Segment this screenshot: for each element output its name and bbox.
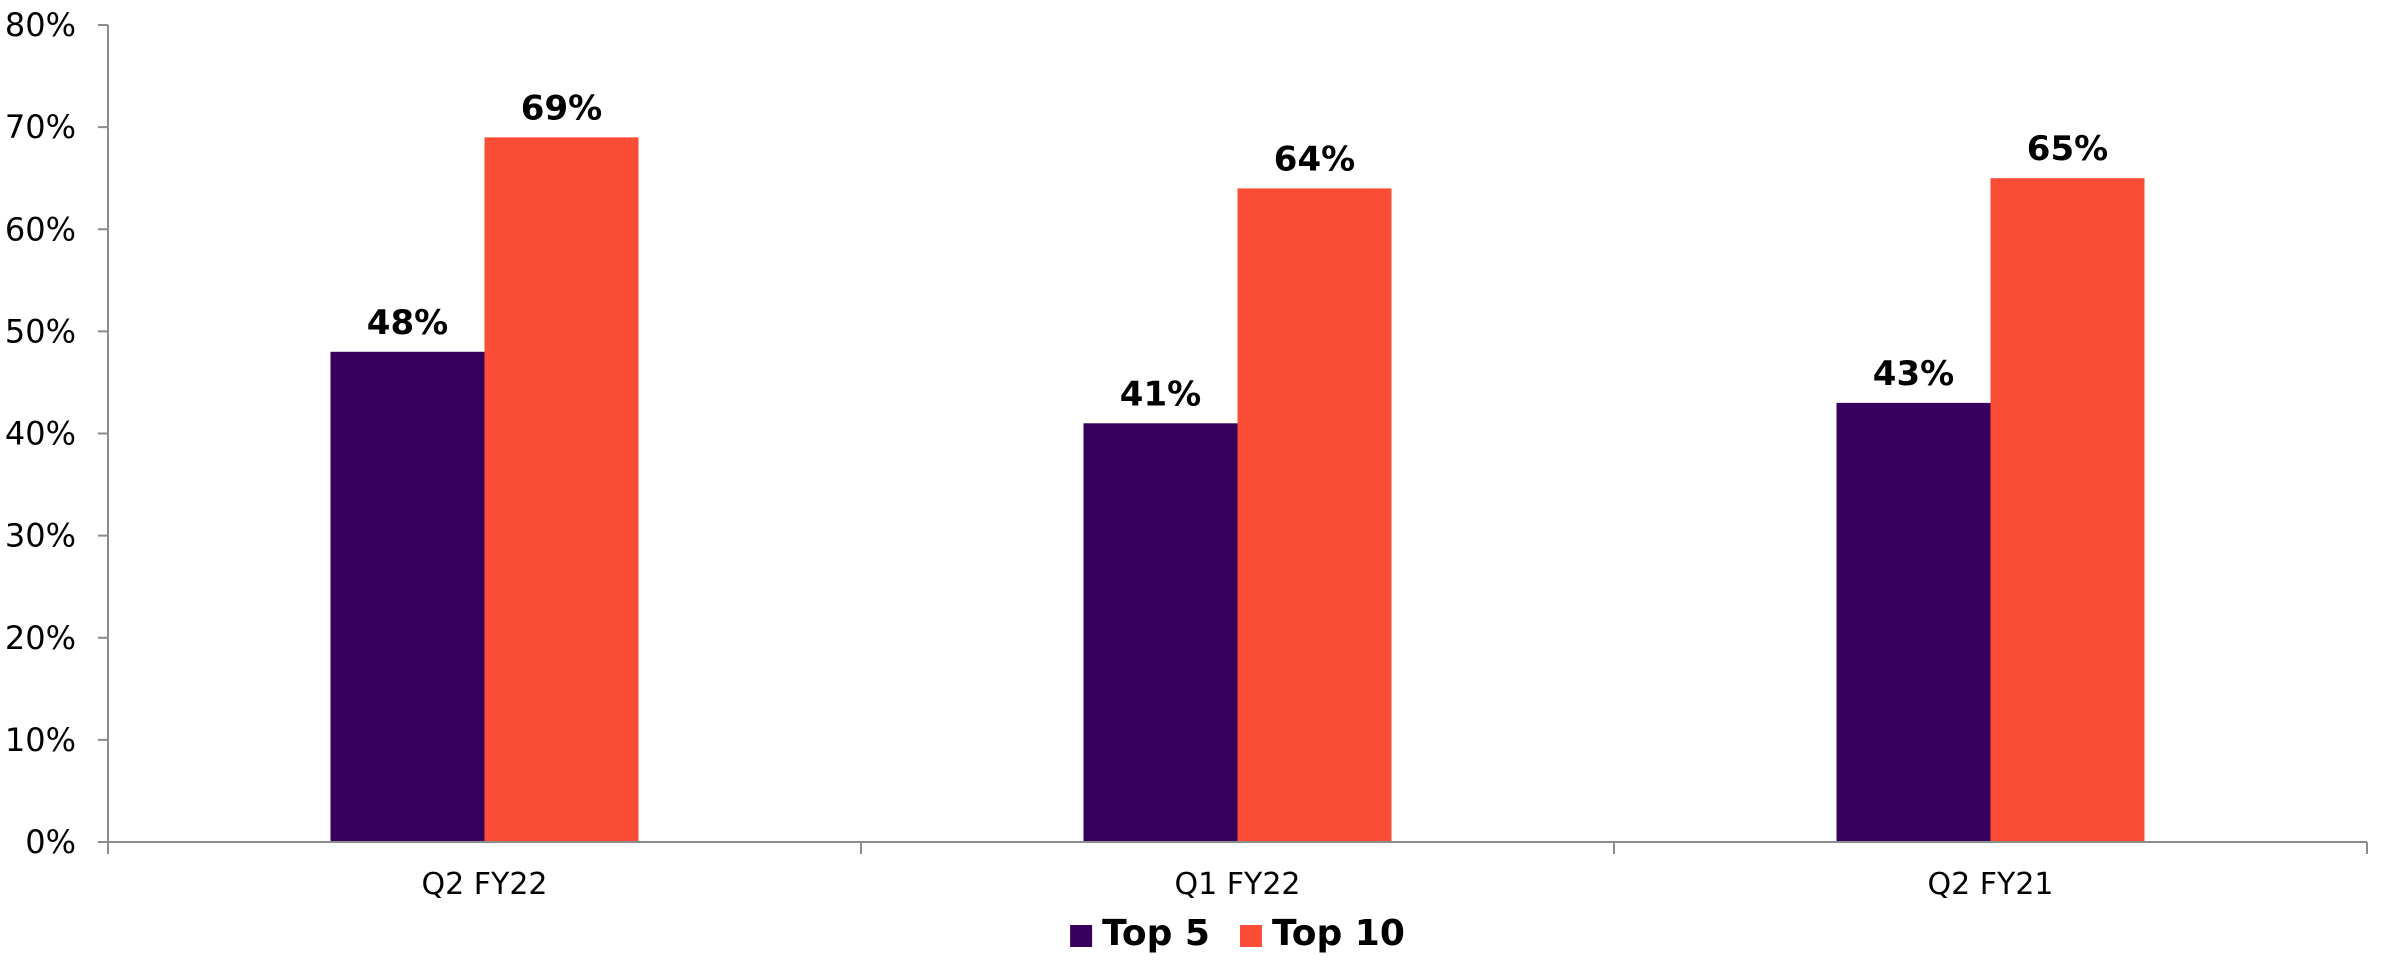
bar: [484, 137, 639, 842]
y-tick-label: 60%: [5, 210, 76, 248]
legend-swatch: [1070, 925, 1093, 947]
x-axis-ticks: Q2 FY22 Q1 FY22 Q2 FY21: [107, 842, 2368, 902]
y-tick-label: 70%: [5, 108, 76, 146]
y-tick-label: 80%: [5, 6, 76, 44]
bar: [1237, 188, 1392, 842]
x-category-label: Q1 FY22: [1175, 867, 1301, 902]
bar: [330, 351, 485, 842]
bar: [1083, 423, 1238, 842]
legend-swatch: [1239, 925, 1262, 947]
y-tick-label: 10%: [5, 721, 76, 759]
bar: [1836, 402, 1991, 842]
y-tick-label: 0%: [25, 823, 76, 861]
y-tick-label: 30%: [5, 517, 76, 555]
y-tick-label: 20%: [5, 619, 76, 657]
x-category-label: Q2 FY21: [1928, 867, 2054, 902]
y-tick-label: 50%: [5, 312, 76, 350]
bars: [330, 137, 2145, 842]
y-axis-ticks: 0% 10% 20% 30% 40% 50% 60% 70% 80%: [5, 6, 108, 861]
y-tick-label: 40%: [5, 415, 76, 453]
bar-data-label: 48%: [367, 303, 448, 343]
legend-label: Top 5: [1102, 913, 1210, 954]
bar-data-label: 64%: [1274, 139, 1355, 179]
data-labels: 48% 69% 41% 64% 43% 65%: [367, 88, 2108, 414]
legend-label: Top 10: [1272, 913, 1405, 954]
bar-data-label: 69%: [521, 88, 602, 128]
legend: Top 5 Top 10: [1070, 913, 1405, 954]
bar: [1990, 178, 2145, 842]
bar-data-label: 43%: [1873, 354, 1954, 394]
bar-data-label: 41%: [1120, 374, 1201, 414]
bar-data-label: 65%: [2027, 129, 2108, 169]
x-category-label: Q2 FY22: [422, 867, 548, 902]
